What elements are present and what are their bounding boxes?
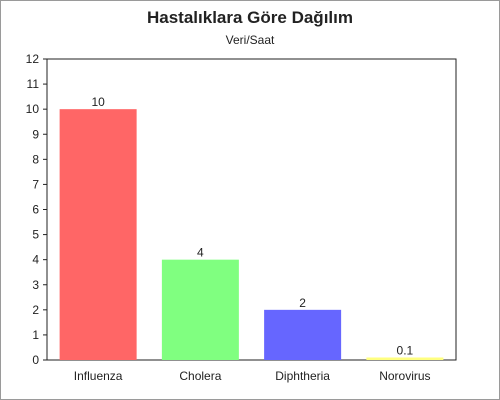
bar: [59, 109, 137, 361]
y-tick-label: 7: [32, 177, 39, 191]
y-tick-label: 8: [32, 152, 39, 166]
bar-value-label: 2: [299, 296, 306, 310]
chart-subtitle: Veri/Saat: [225, 33, 275, 47]
x-tick-label: Diphtheria: [275, 369, 330, 383]
bar: [161, 259, 239, 360]
bar: [366, 357, 444, 360]
x-axis: Influenza Cholera Diphtheria Norovirus: [74, 369, 431, 383]
y-tick-label: 12: [26, 52, 40, 66]
bar-value-label: 4: [197, 246, 204, 260]
chart-title: Hastalıklara Göre Dağılım: [147, 8, 353, 27]
bars: 10 4 2 0.1: [59, 95, 444, 361]
y-tick-label: 11: [27, 77, 40, 91]
y-tick-label: 9: [32, 127, 39, 141]
x-tick-label: Norovirus: [379, 369, 430, 383]
y-tick-label: 1: [32, 328, 39, 342]
y-tick-label: 3: [32, 278, 39, 292]
bar-value-label: 10: [91, 95, 105, 109]
x-tick-label: Cholera: [179, 369, 221, 383]
y-tick-label: 6: [32, 203, 39, 217]
y-tick-label: 2: [32, 303, 39, 317]
y-tick-label: 0: [32, 353, 39, 367]
y-tick-label: 4: [32, 253, 39, 267]
bar-value-label: 0.1: [397, 343, 414, 357]
bar: [264, 309, 342, 360]
y-tick-label: 5: [32, 228, 39, 242]
x-tick-label: Influenza: [74, 369, 123, 383]
y-tick-label: 10: [26, 102, 40, 116]
